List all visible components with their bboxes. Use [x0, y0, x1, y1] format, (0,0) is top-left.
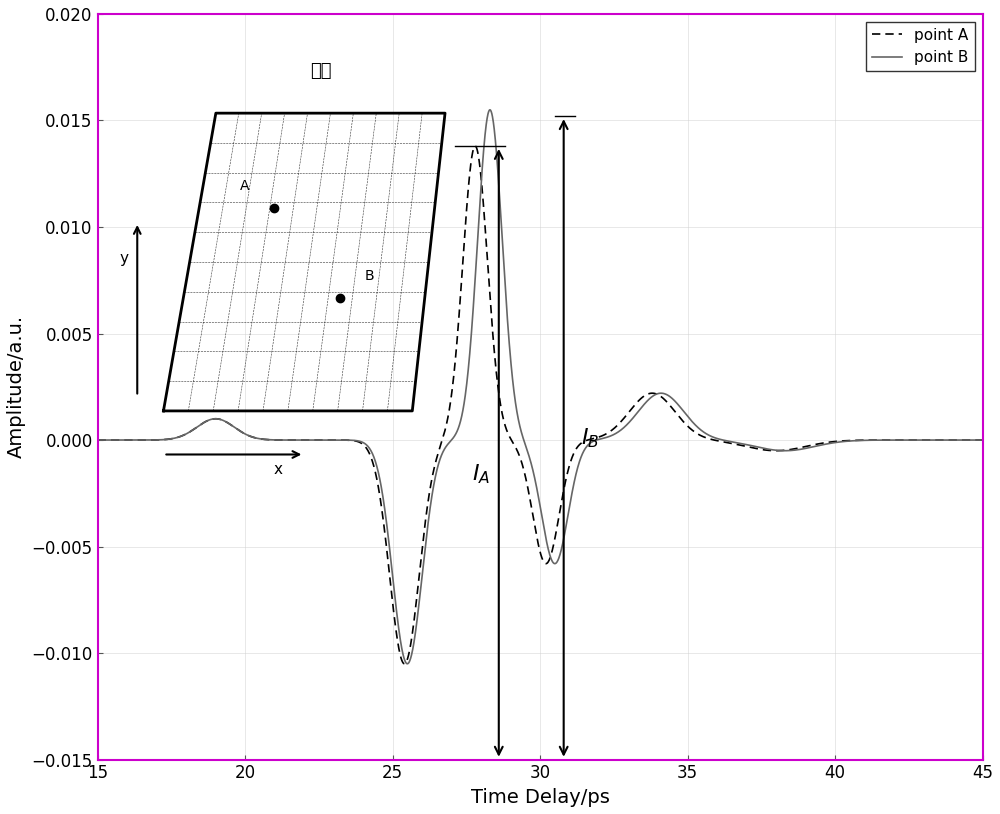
- Y-axis label: Amplitude/a.u.: Amplitude/a.u.: [7, 315, 26, 458]
- X-axis label: Time Delay/ps: Time Delay/ps: [471, 788, 610, 807]
- Text: $I_B$: $I_B$: [581, 426, 599, 449]
- Text: $I_A$: $I_A$: [472, 462, 490, 486]
- Legend: point A, point B: point A, point B: [866, 22, 975, 72]
